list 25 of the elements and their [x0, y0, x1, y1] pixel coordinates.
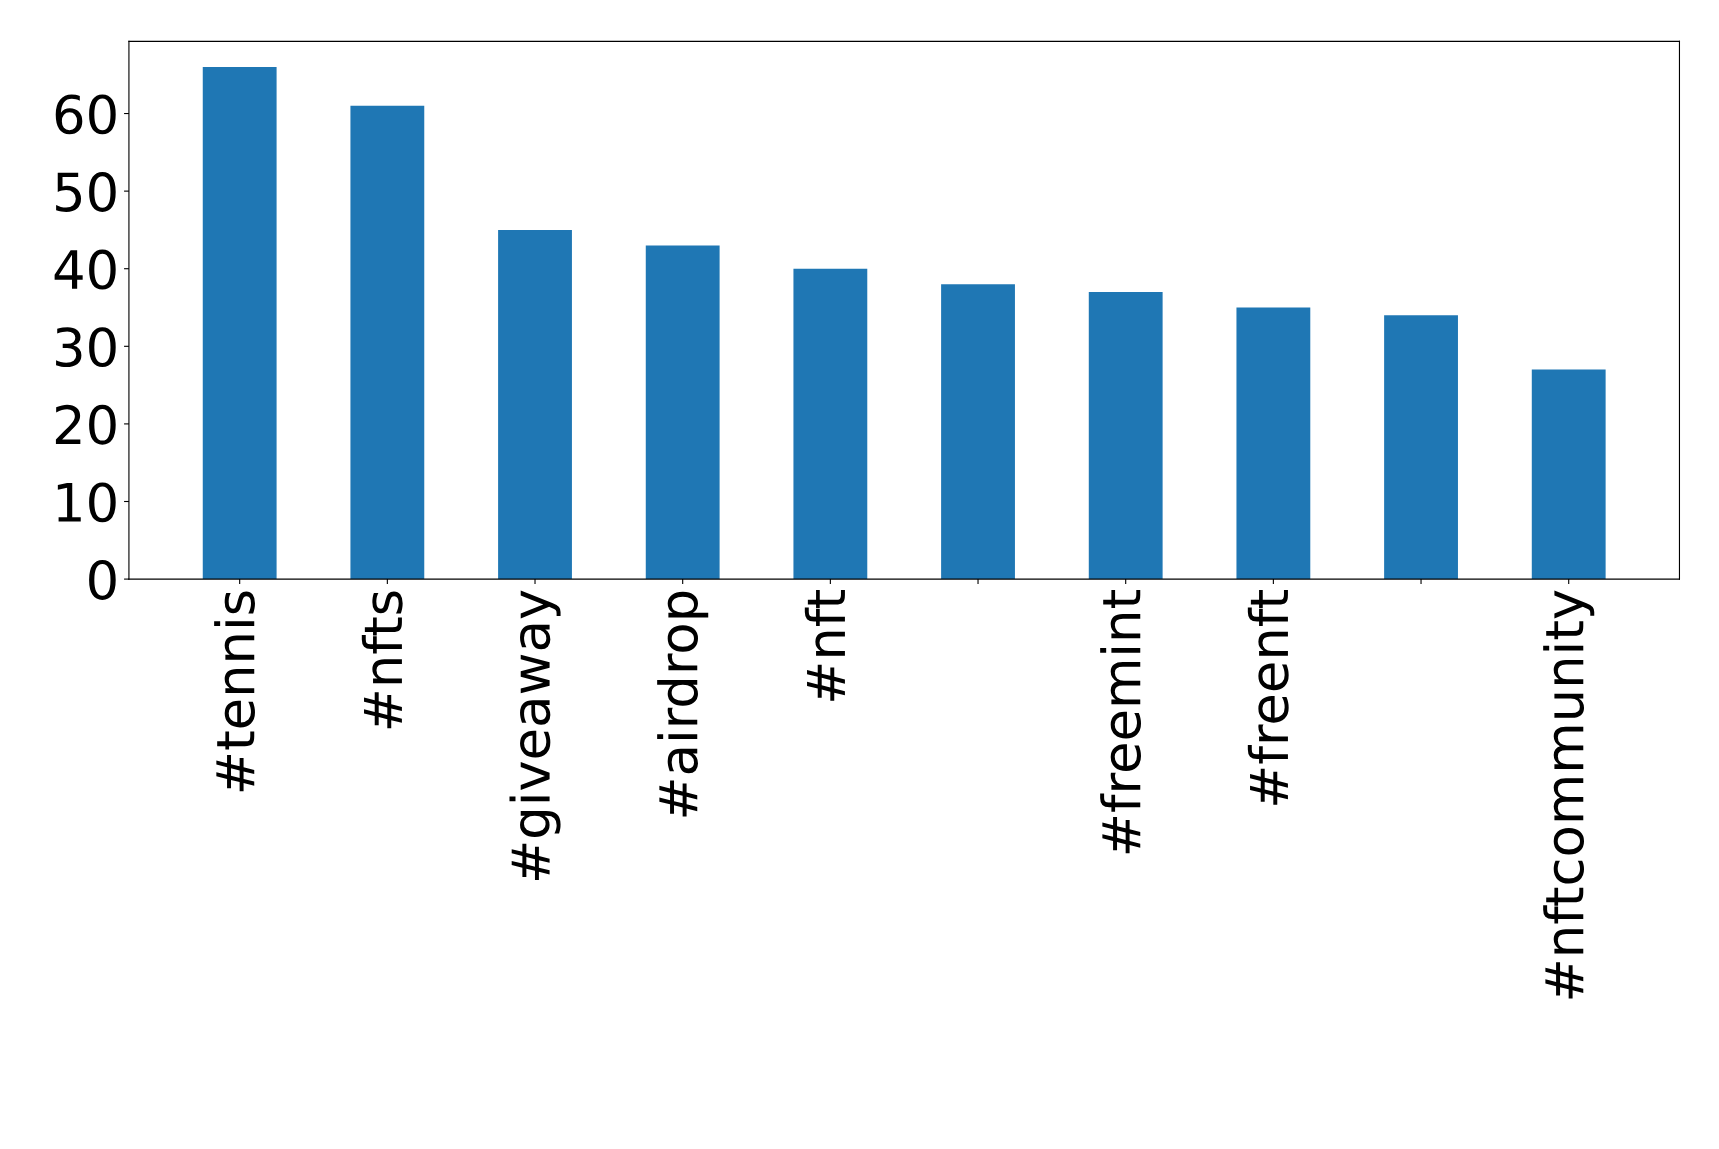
bar — [1236, 307, 1311, 580]
x-tick-label: #tennis — [214, 591, 255, 792]
bar — [645, 245, 720, 580]
x-tick-label: #airdrop — [657, 591, 709, 817]
bar — [1384, 315, 1458, 580]
y-tick-label: 50 — [56, 172, 116, 212]
y-tick-label: 0 — [89, 559, 116, 600]
y-tick-label: 60 — [55, 94, 116, 135]
bar — [1531, 369, 1606, 580]
bar — [793, 268, 868, 580]
bar — [202, 66, 277, 580]
x-tick-label: #freemint — [1100, 590, 1142, 854]
y-tick-label: 40 — [54, 249, 116, 290]
y-tick-label: 20 — [55, 404, 116, 445]
x-tick-label: #freenft — [1247, 590, 1289, 805]
x-tick-label: #nft — [804, 590, 845, 701]
bar — [498, 229, 572, 580]
bar — [1088, 292, 1163, 580]
y-tick-label: 30 — [56, 327, 116, 368]
x-tick-label: #giveaway — [509, 590, 561, 880]
y-tick-label: 10 — [57, 482, 116, 523]
bar — [941, 284, 1015, 580]
x-tick-label: #nftcommunity — [1543, 590, 1595, 999]
bar — [350, 105, 425, 580]
x-tick-label: #nfts — [361, 591, 403, 729]
